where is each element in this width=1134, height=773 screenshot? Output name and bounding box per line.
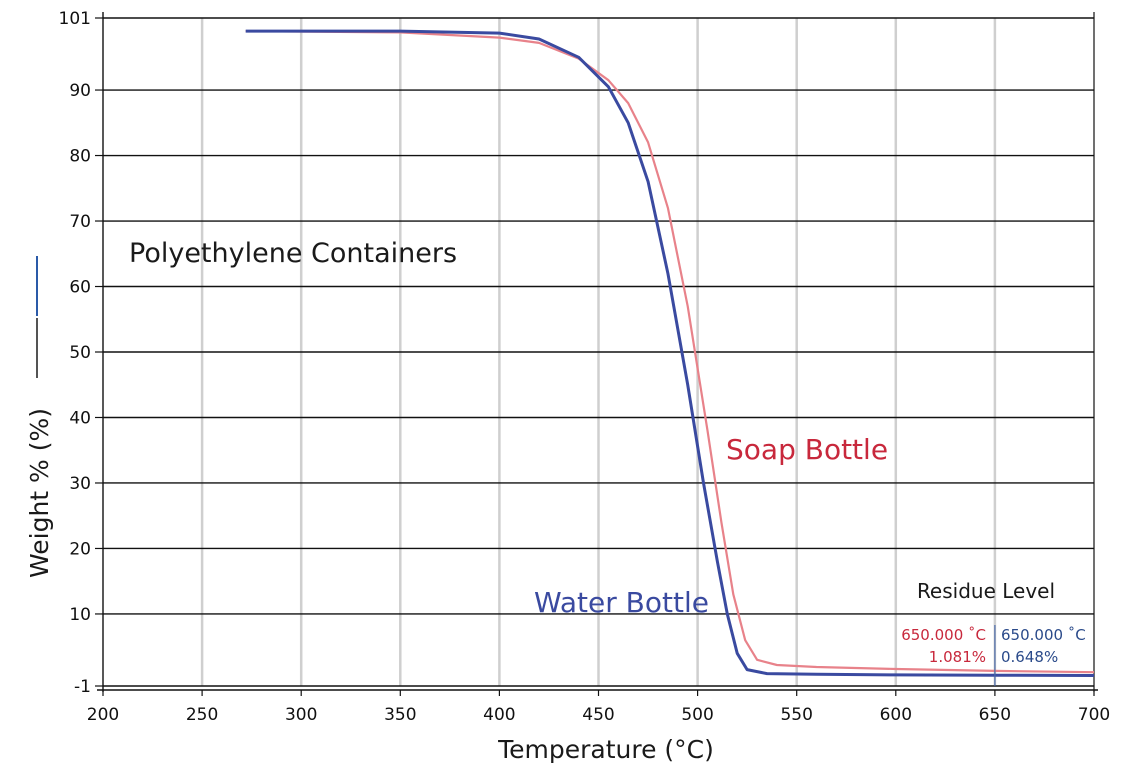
- series-label-soap-bottle: Soap Bottle: [726, 433, 888, 466]
- x-tick-label: 400: [483, 705, 515, 725]
- y-tick-label: 101: [59, 9, 91, 29]
- chart-title: Polyethylene Containers: [129, 238, 457, 269]
- y-tick-label: 50: [69, 343, 91, 363]
- y-axis-title: Weight % (%): [25, 408, 54, 578]
- y-axis-title-group: Weight % (%): [25, 408, 54, 578]
- y-tick-label: 30: [69, 474, 91, 494]
- x-tick-label: 700: [1078, 705, 1110, 725]
- x-tick-label: 500: [681, 705, 713, 725]
- series-lines: [245, 29, 1095, 686]
- x-tick-label: 350: [384, 705, 416, 725]
- x-tick-label: 550: [780, 705, 812, 725]
- grid: [103, 17, 1094, 687]
- residue-water-temp: 650.000 ˚C: [1001, 626, 1086, 644]
- y-tick-label: 10: [69, 605, 91, 625]
- y-tick-label: 60: [69, 278, 91, 298]
- y-tick-label: 70: [69, 212, 91, 232]
- y-tick-label: 80: [69, 147, 91, 167]
- x-tick-label: 250: [186, 705, 218, 725]
- residue-soap-value: 1.081%: [929, 648, 986, 666]
- y-tick-label: 20: [69, 539, 91, 559]
- tick-labels: 200 250 300 350 400 450 500 550 600 650 700 -1 10 20 3…: [59, 9, 1111, 725]
- series-line-water-bottle: [245, 29, 1095, 677]
- x-tick-label: 650: [979, 705, 1011, 725]
- x-tick-label: 600: [880, 705, 912, 725]
- y-tick-label: -1: [74, 677, 91, 697]
- residue-water-value: 0.648%: [1001, 648, 1058, 666]
- y-tick-label: 90: [69, 81, 91, 101]
- residue-title: Residue Level: [917, 579, 1055, 603]
- x-axis-title: Temperature (°C): [497, 735, 714, 764]
- residue-soap-temp: 650.000 ˚C: [901, 626, 986, 644]
- series-label-water-bottle: Water Bottle: [534, 586, 709, 619]
- x-tick-label: 200: [87, 705, 119, 725]
- x-tick-label: 450: [582, 705, 614, 725]
- x-tick-label: 300: [285, 705, 317, 725]
- series-line-soap-bottle: [245, 30, 1095, 674]
- residue-level-box: Residue Level 650.000 ˚C 1.081% 650.000 …: [901, 579, 1086, 666]
- y-tick-label: 40: [69, 408, 91, 428]
